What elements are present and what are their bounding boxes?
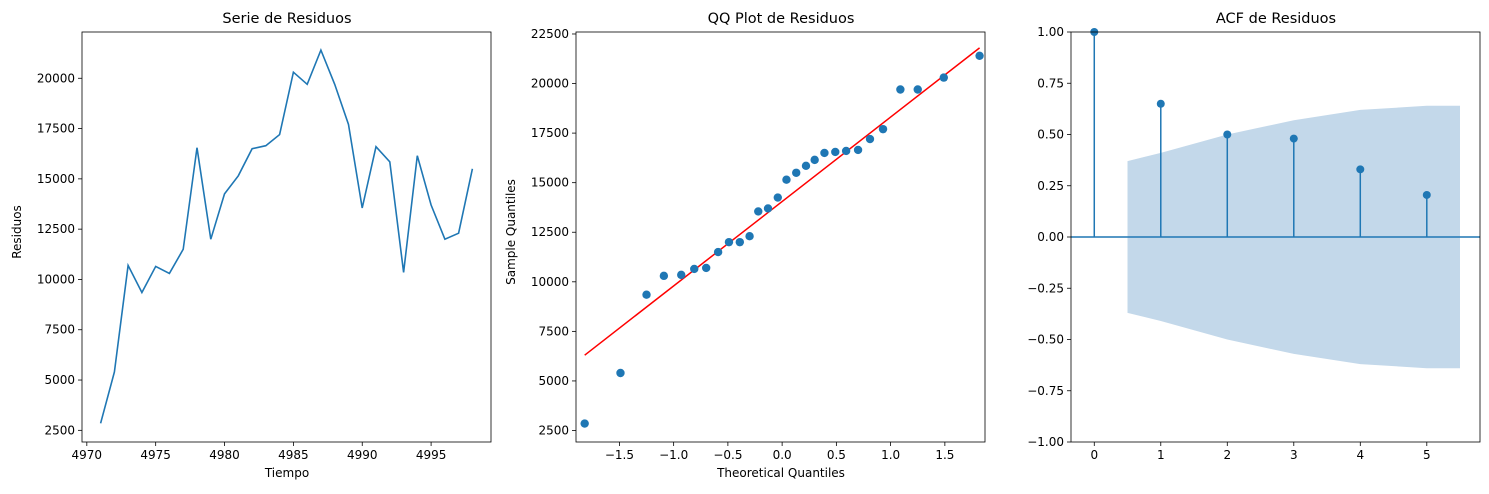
qq-plot-ylabel: Sample Quantiles [504, 179, 518, 285]
residual-series-xtick-label: 4975 [140, 448, 171, 462]
qq-plot-xtick-label: 1.5 [935, 448, 954, 462]
qq-plot-xtick-label: −1.5 [605, 448, 634, 462]
qq-point [939, 73, 948, 82]
acf-xtick-label: 5 [1423, 448, 1431, 462]
qq-plot-xtick-label: 1.0 [881, 448, 900, 462]
residual-series-xtick-label: 4970 [72, 448, 103, 462]
qq-point [690, 264, 699, 274]
acf-marker [1422, 190, 1431, 199]
qq-point [677, 270, 686, 280]
residual-series-ytick-label: 17500 [37, 122, 75, 136]
qq-plot-ytick-label: 12500 [531, 225, 569, 239]
acf-ytick-label: 0.25 [1037, 179, 1064, 193]
qq-point [831, 147, 840, 157]
acf-marker [1223, 130, 1232, 139]
acf-ytick-label: −0.50 [1027, 333, 1064, 347]
acf-ytick-label: −0.25 [1027, 281, 1064, 295]
qq-point [853, 145, 863, 155]
qq-point [735, 237, 745, 247]
qq-plot-ytick-label: 17500 [531, 126, 569, 140]
acf-panel: ACF de Residuos 0 1 2 3 4 5 −1.00 −0.75 −0.50 −0.… [1027, 11, 1481, 462]
qq-reference-line [584, 47, 981, 356]
acf-ytick-label: 1.00 [1037, 25, 1064, 39]
residual-series-xtick-label: 4990 [347, 448, 378, 462]
acf-marker [1156, 99, 1165, 108]
qq-plot-ytick-label: 7500 [538, 324, 569, 338]
residual-series-ytick-label: 5000 [44, 373, 75, 387]
residual-series-ytick-label: 12500 [37, 222, 75, 236]
qq-point [820, 148, 829, 158]
residual-series-ytick-label: 20000 [37, 71, 75, 85]
qq-point [642, 290, 651, 299]
residual-series-ytick-label: 2500 [44, 423, 75, 437]
qq-point [792, 168, 801, 177]
qq-plot-ytick-label: 20000 [531, 77, 569, 91]
qq-point [913, 85, 922, 94]
acf-xtick-label: 2 [1223, 448, 1231, 462]
qq-point [773, 193, 782, 202]
qq-point [616, 368, 625, 378]
qq-plot-panel: QQ Plot de Residuos Theoretical Quantile… [504, 11, 986, 480]
residual-series-line [99, 47, 474, 424]
qq-plot-ytick-label: 2500 [538, 424, 569, 438]
qq-point [580, 419, 589, 428]
residual-series-ytick-label: 15000 [37, 172, 75, 186]
qq-point [745, 232, 754, 241]
residual-series-xtick-label: 4985 [278, 448, 309, 462]
qq-plot-ytick-label: 10000 [531, 275, 569, 289]
qq-point [724, 237, 734, 247]
qq-plot-ytick-label: 5000 [538, 374, 569, 388]
qq-plot-xtick-label: −0.5 [713, 448, 742, 462]
qq-plot-xlabel: Theoretical Quantiles [716, 466, 845, 480]
residual-series-ylabel: Residuos [10, 205, 24, 259]
acf-ytick-label: −1.00 [1027, 435, 1064, 449]
qq-plot-title: QQ Plot de Residuos [708, 11, 855, 27]
acf-marker [1356, 165, 1365, 174]
acf-xtick-label: 3 [1290, 448, 1298, 462]
acf-title: ACF de Residuos [1216, 11, 1336, 27]
qq-plot-axes-frame [575, 31, 986, 443]
qq-point [975, 51, 984, 60]
qq-point [782, 175, 791, 184]
acf-xtick-label: 0 [1090, 448, 1098, 462]
residual-series-axes-frame [81, 31, 492, 443]
qq-point [801, 161, 811, 171]
qq-point [659, 271, 669, 281]
residual-series-ytick-label: 7500 [44, 323, 75, 337]
acf-ytick-label: 0.50 [1037, 128, 1064, 142]
residual-series-title: Serie de Residuos [222, 11, 351, 27]
qq-point [810, 155, 819, 165]
qq-point [841, 146, 851, 156]
qq-plot-ytick-label: 15000 [531, 176, 569, 190]
qq-point [713, 247, 723, 257]
qq-plot-xtick-label: 0.5 [827, 448, 846, 462]
qq-plot-ytick-label: 22500 [531, 27, 569, 41]
qq-point [896, 85, 905, 94]
qq-point [754, 207, 763, 216]
acf-ytick-label: −0.75 [1027, 384, 1064, 398]
residual-series-xtick-label: 4980 [209, 448, 240, 462]
acf-xtick-label: 4 [1356, 448, 1364, 462]
residual-series-ytick-label: 10000 [37, 272, 75, 286]
residual-series-xtick-label: 4995 [416, 448, 447, 462]
acf-marker [1289, 134, 1298, 143]
residual-series-xlabel: Tiempo [264, 466, 309, 480]
acf-axes-frame [1070, 31, 1481, 443]
acf-ytick-label: 0.00 [1037, 230, 1064, 244]
qq-plot-xtick-label: −1.0 [659, 448, 688, 462]
qq-point [878, 124, 888, 134]
acf-ytick-label: 0.75 [1037, 76, 1064, 90]
qq-point [865, 134, 875, 144]
qq-point [701, 263, 711, 273]
acf-xtick-label: 1 [1157, 448, 1165, 462]
residual-series-panel: Serie de Residuos Tiempo Residuos 4970 49… [10, 11, 492, 480]
qq-plot-xtick-label: 0.0 [773, 448, 792, 462]
qq-point [763, 204, 773, 213]
